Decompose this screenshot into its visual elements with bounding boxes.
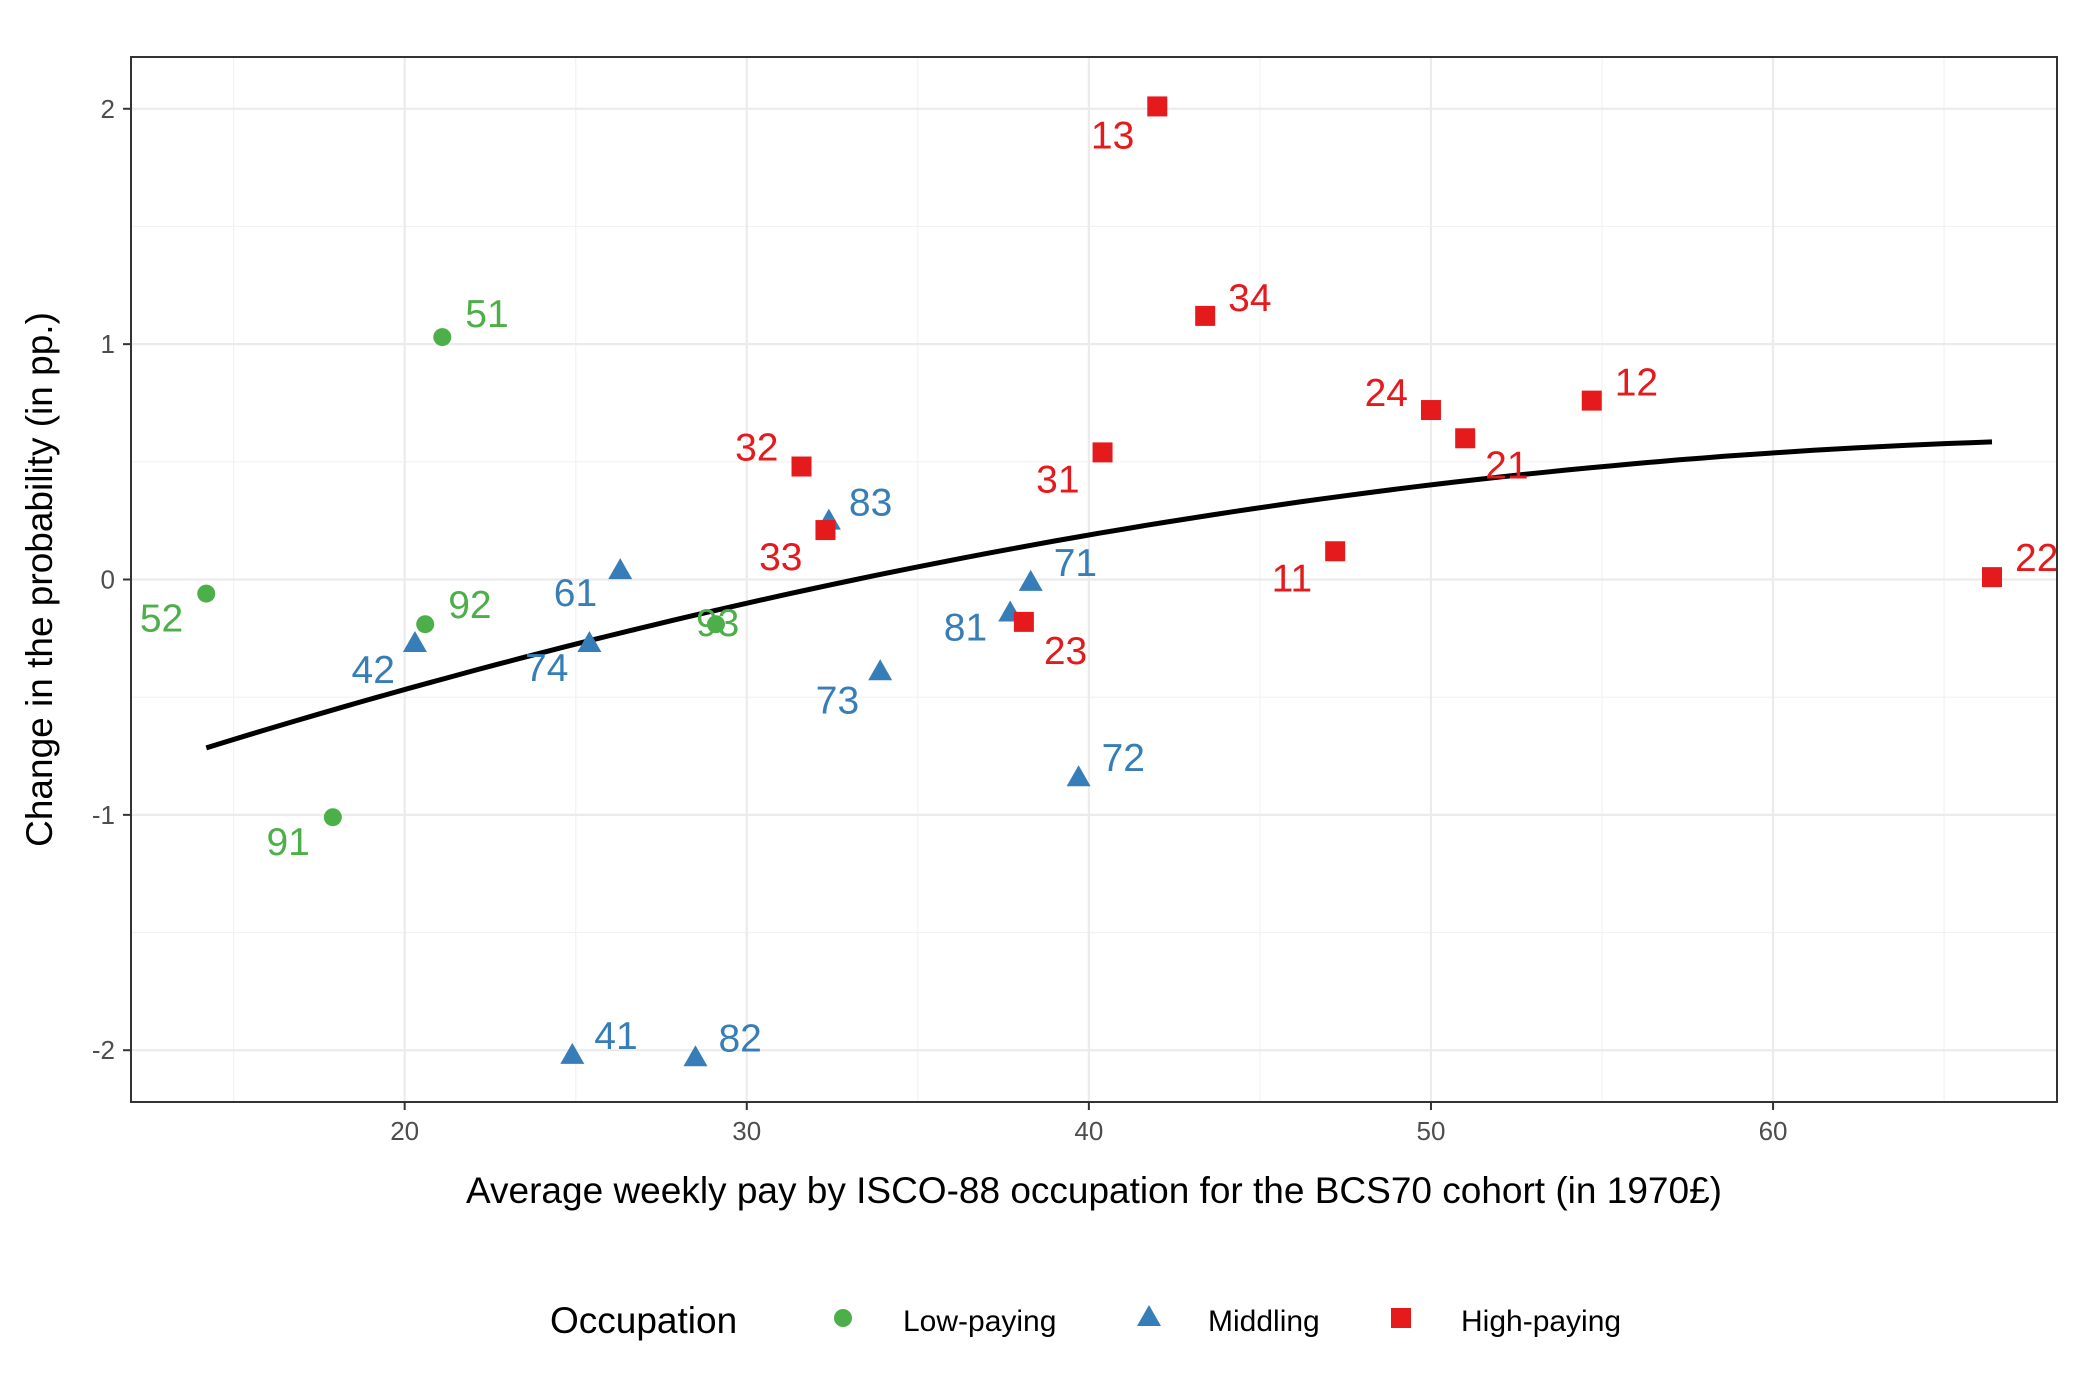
y-tick-label: -2 [92, 1035, 115, 1065]
x-tick-label: 20 [390, 1116, 419, 1146]
point-label-52: 52 [140, 598, 183, 641]
point-low-paying-91 [323, 808, 342, 827]
point-label-71: 71 [1054, 542, 1097, 585]
fit-line-layer [205, 439, 1993, 751]
point-middling-72 [1066, 765, 1091, 787]
x-axis-title: Average weekly pay by ISCO-88 occupation… [466, 1170, 1722, 1211]
point-label-73: 73 [816, 679, 859, 722]
point-high-paying-32 [791, 456, 812, 477]
point-label-41: 41 [594, 1015, 637, 1058]
point-high-paying-24 [1420, 400, 1441, 421]
point-middling-42 [402, 631, 427, 653]
point-label-83: 83 [849, 482, 892, 525]
legend-label-low-paying: Low-paying [903, 1305, 1056, 1338]
point-high-paying-12 [1581, 390, 1602, 411]
point-high-paying-33 [815, 520, 836, 541]
major-gridlines [131, 57, 2057, 1102]
x-tick-label: 60 [1759, 1116, 1788, 1146]
point-label-23: 23 [1044, 630, 1087, 673]
x-tick-label: 40 [1074, 1116, 1103, 1146]
point-middling-41 [560, 1042, 585, 1064]
point-high-paying-11 [1325, 541, 1346, 562]
legend-title: Occupation [550, 1300, 737, 1341]
point-label-91: 91 [266, 821, 309, 864]
point-label-81: 81 [944, 606, 987, 649]
point-high-paying-21 [1455, 428, 1476, 449]
point-label-22: 22 [2015, 537, 2058, 580]
point-high-paying-34 [1195, 305, 1216, 326]
point-low-paying-92 [416, 615, 435, 634]
points-layer [197, 96, 2003, 1067]
point-low-paying-51 [433, 328, 452, 347]
point-labels-layer: 51 52 92 93 91 83 61 42 74 73 71 81 72 41 82 13 34 12 24 21… [140, 114, 2059, 1060]
point-middling-61 [608, 558, 633, 580]
point-middling-73 [868, 659, 893, 681]
point-low-paying-52 [197, 584, 216, 603]
legend-key-low-paying [834, 1309, 852, 1327]
point-high-paying-22 [1982, 567, 2003, 588]
legend-key-middling [1137, 1305, 1161, 1326]
legend: Occupation Low-paying Middling High-payi… [550, 1300, 1621, 1341]
point-label-31: 31 [1036, 458, 1079, 501]
point-label-42: 42 [352, 649, 395, 692]
point-label-92: 92 [448, 584, 491, 627]
point-high-paying-13 [1147, 96, 1168, 117]
y-tick-label: -1 [92, 800, 115, 830]
point-label-21: 21 [1485, 444, 1528, 487]
x-axis-ticks: 20 30 40 50 60 [390, 1102, 1788, 1146]
point-label-72: 72 [1102, 737, 1145, 780]
point-label-34: 34 [1228, 277, 1271, 320]
point-middling-82 [683, 1045, 708, 1067]
point-label-74: 74 [525, 647, 568, 690]
legend-label-middling: Middling [1208, 1305, 1320, 1338]
y-tick-label: 0 [101, 565, 115, 595]
point-label-61: 61 [554, 572, 597, 615]
y-axis-ticks: -2 -1 0 1 2 [92, 94, 131, 1065]
point-label-13: 13 [1091, 114, 1134, 157]
point-low-paying-93 [706, 615, 725, 634]
point-label-12: 12 [1615, 362, 1658, 405]
point-label-33: 33 [759, 536, 802, 579]
point-label-24: 24 [1365, 372, 1408, 415]
x-tick-label: 30 [732, 1116, 761, 1146]
fit-curve [205, 439, 1993, 751]
point-label-32: 32 [735, 427, 778, 470]
point-high-paying-31 [1092, 442, 1113, 463]
point-label-82: 82 [718, 1017, 761, 1060]
point-label-51: 51 [465, 293, 508, 336]
point-label-93: 93 [696, 602, 739, 645]
x-tick-label: 50 [1417, 1116, 1446, 1146]
legend-label-high-paying: High-paying [1461, 1305, 1621, 1338]
point-high-paying-23 [1013, 611, 1034, 632]
legend-key-high-paying [1391, 1308, 1411, 1328]
point-middling-71 [1018, 569, 1043, 591]
point-middling-74 [577, 631, 602, 653]
y-tick-label: 1 [101, 329, 115, 359]
y-tick-label: 2 [101, 94, 115, 124]
y-axis-title: Change in the probability (in pp.) [19, 312, 60, 847]
point-label-11: 11 [1272, 557, 1313, 600]
